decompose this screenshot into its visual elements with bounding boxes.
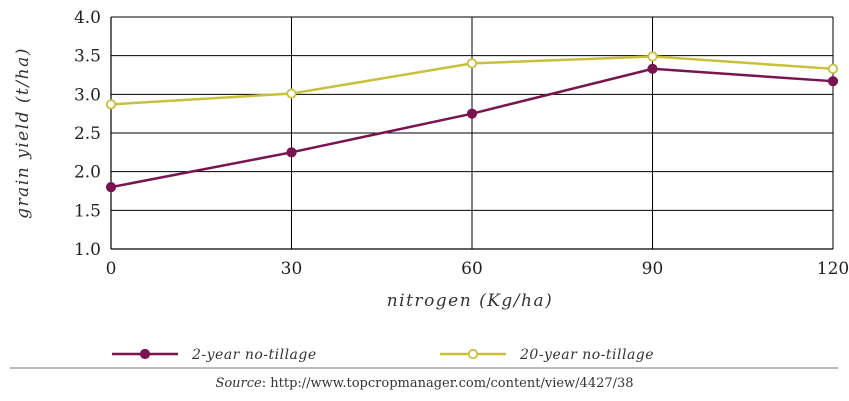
x-axis-title: nitrogen (Kg/ha)	[387, 291, 554, 311]
y-tick-label: 3.0	[74, 85, 101, 105]
data-point	[286, 147, 297, 158]
source-url: http://www.topcropmanager.com/content/vi…	[270, 376, 634, 391]
y-tick-label: 1.0	[74, 240, 101, 260]
data-point	[827, 63, 839, 74]
y-axis-title: grain yield (t/ha)	[13, 47, 33, 219]
data-point	[647, 51, 658, 62]
data-point	[466, 58, 478, 69]
grid	[110, 16, 834, 250]
data-point	[827, 76, 839, 87]
y-tick-label: 4.0	[74, 8, 101, 28]
data-point	[105, 99, 117, 110]
source-label: Source	[215, 376, 262, 391]
series	[105, 51, 839, 193]
legend-label: 20-year no-tillage	[519, 347, 654, 363]
y-tick-label: 3.5	[74, 47, 101, 67]
x-tick-label: 0	[106, 259, 117, 279]
x-tick-label: 60	[461, 259, 483, 279]
y-tick-label: 1.5	[74, 201, 101, 221]
data-point	[105, 182, 117, 193]
axes	[110, 17, 833, 250]
data-point	[286, 88, 297, 99]
data-point	[647, 63, 658, 74]
data-point	[466, 108, 478, 119]
source-note: Source: http://www.topcropmanager.com/co…	[215, 376, 634, 391]
x-tick-label: 120	[817, 259, 849, 279]
legend-label: 2-year no-tillage	[191, 347, 317, 363]
x-tick-label: 90	[642, 259, 664, 279]
legend-marker	[139, 348, 151, 360]
legend-marker	[467, 348, 479, 360]
y-tick-label: 2.5	[74, 124, 101, 144]
x-tick-label: 30	[281, 259, 303, 279]
y-tick-label: 2.0	[74, 163, 101, 183]
tick-labels: 1.0 1.5 2.0 2.5 3.0 3.5 4.0 0 30 60 90 120	[74, 8, 849, 279]
legend: 2-year no-tillage 20-year no-tillage	[112, 347, 654, 363]
